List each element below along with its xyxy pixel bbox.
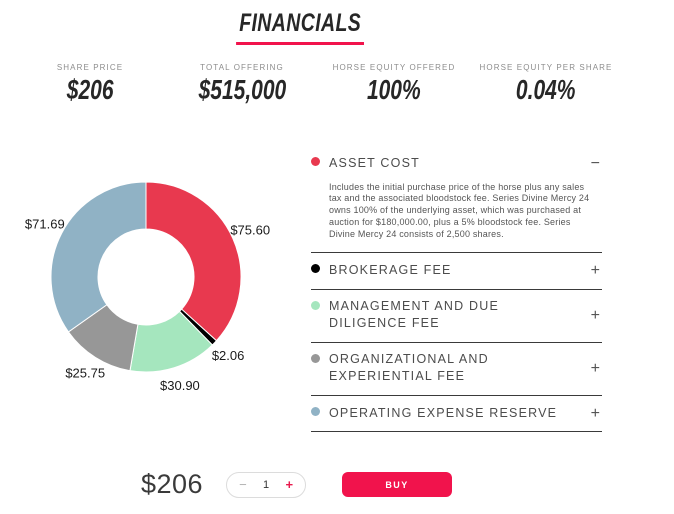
asset-cost-dot-icon <box>311 157 320 166</box>
stat-value: 100% <box>367 74 421 105</box>
accordion-item-management-due-diligence-fee: MANAGEMENT AND DUE DILIGENCE FEE + <box>311 290 602 343</box>
accordion-title: OPERATING EXPENSE RESERVE <box>329 405 558 420</box>
stat-horse-equity-offered: HORSE EQUITY OFFERED 100% <box>318 63 470 106</box>
accordion-title: BROKERAGE FEE <box>329 263 452 278</box>
quantity-value: 1 <box>263 478 270 491</box>
stat-label: HORSE EQUITY OFFERED <box>332 63 456 72</box>
cost-breakdown-donut-chart: $75.60 $2.06 $30.90 $25.75 $71.69 <box>25 181 270 393</box>
stat-value: $515,000 <box>198 74 286 105</box>
fee-accordion: ASSET COST − Includes the initial purcha… <box>311 146 602 433</box>
operating-reserve-dot-icon <box>311 406 320 416</box>
stat-value: 0.04% <box>516 74 576 105</box>
purchase-bar: $206 − 1 + BUY <box>141 469 453 500</box>
page-header: FINANCIALS <box>0 9 600 45</box>
quantity-decrease-button[interactable]: − <box>239 477 247 492</box>
accordion-title: MANAGEMENT AND DUE DILIGENCE FEE <box>329 298 500 331</box>
accordion-header[interactable]: ORGANIZATIONAL AND EXPERIENTIAL FEE + <box>311 343 602 395</box>
accordion-item-asset-cost: ASSET COST − Includes the initial purcha… <box>311 146 602 254</box>
accordion-header[interactable]: MANAGEMENT AND DUE DILIGENCE FEE + <box>311 290 602 342</box>
collapse-icon[interactable]: − <box>590 154 600 172</box>
expand-icon[interactable]: + <box>590 262 600 280</box>
accordion-title: ASSET COST <box>329 156 420 170</box>
buy-button[interactable]: BUY <box>342 472 453 497</box>
accordion-header[interactable]: OPERATING EXPENSE RESERVE + <box>311 396 602 432</box>
accordion-item-organizational-experiential-fee: ORGANIZATIONAL AND EXPERIENTIAL FEE + <box>311 343 602 396</box>
quantity-stepper[interactable]: − 1 + <box>226 471 307 498</box>
donut-value-label: $30.90 <box>160 378 200 393</box>
stat-label: TOTAL OFFERING <box>200 63 284 72</box>
donut-value-label: $71.69 <box>25 217 65 232</box>
stat-value: $206 <box>66 74 114 105</box>
expand-icon[interactable]: + <box>590 404 600 422</box>
share-price: $206 <box>141 469 204 499</box>
accordion-title: ORGANIZATIONAL AND EXPERIENTIAL FEE <box>329 351 489 384</box>
accordion-item-brokerage-fee: BROKERAGE FEE + <box>311 253 602 290</box>
accordion-header[interactable]: ASSET COST − <box>311 146 602 182</box>
accordion-header[interactable]: BROKERAGE FEE + <box>311 253 602 289</box>
brokerage-fee-dot-icon <box>311 264 320 274</box>
donut-value-label: $2.06 <box>212 348 245 363</box>
accordion-body-text: Includes the initial purchase price of t… <box>329 181 590 240</box>
expand-icon[interactable]: + <box>590 359 600 377</box>
stat-total-offering: TOTAL OFFERING $515,000 <box>166 63 318 106</box>
organizational-fee-dot-icon <box>311 353 320 363</box>
stat-share-price: SHARE PRICE $206 <box>14 63 166 106</box>
stat-label: SHARE PRICE <box>56 63 124 72</box>
management-fee-dot-icon <box>311 300 320 310</box>
expand-icon[interactable]: + <box>590 306 600 324</box>
accordion-item-operating-expense-reserve: OPERATING EXPENSE RESERVE + <box>311 396 602 433</box>
donut-value-label: $75.60 <box>230 223 270 238</box>
donut-segment-4 <box>50 181 147 333</box>
donut-value-label: $25.75 <box>65 365 105 380</box>
donut-segment-0 <box>145 181 242 342</box>
stat-label: HORSE EQUITY PER SHARE <box>479 63 613 72</box>
stats-row: SHARE PRICE $206 TOTAL OFFERING $515,000… <box>14 63 622 106</box>
stat-horse-equity-per-share: HORSE EQUITY PER SHARE 0.04% <box>470 63 622 106</box>
quantity-increase-button[interactable]: + <box>285 477 294 492</box>
page-title: FINANCIALS <box>235 9 365 45</box>
